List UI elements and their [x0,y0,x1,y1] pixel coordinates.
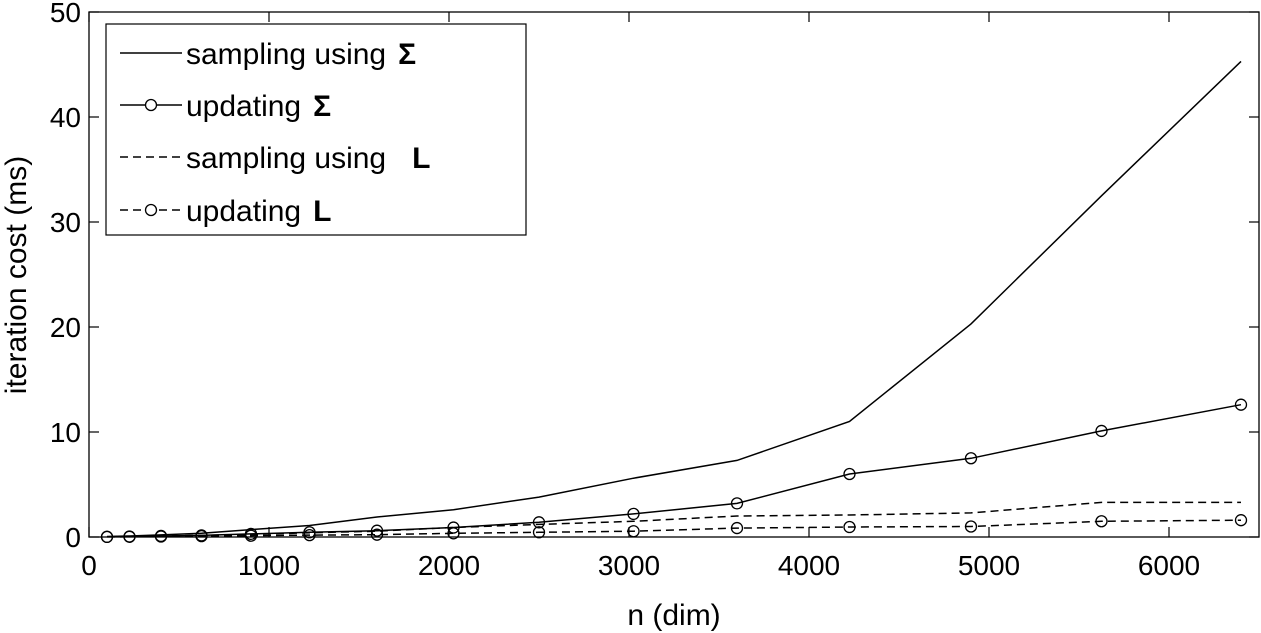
data-point [964,520,978,533]
x-tick-label: 4000 [778,550,840,581]
y-tick-label: 50 [50,0,81,28]
legend-symbol: L [313,195,331,228]
data-point [447,527,460,540]
data-point [843,520,856,534]
data-point [154,530,168,543]
data-point [370,528,384,541]
x-axis-label: n (dim) [627,599,720,632]
data-point [627,507,640,521]
legend-label: updating [186,195,301,228]
x-tick-label: 1000 [238,550,300,581]
data-point [303,528,316,542]
y-axis-label: iteration cost (ms) [0,156,33,394]
data-point [195,530,208,543]
plot-frame [88,11,1260,538]
legend-box [105,23,527,236]
data-point [1095,424,1108,438]
y-tick-label: 0 [65,522,81,553]
data-point [730,521,744,535]
legend-item: sampling using Σ [120,38,416,71]
x-tick-label: 3000 [598,550,660,581]
data-point [627,525,640,538]
legend-marker [144,98,158,112]
series-line [106,60,1242,538]
y-tick-label: 20 [50,312,81,343]
legend-marker [144,203,158,217]
legend-label: updating [186,90,301,123]
series-1 [106,60,1242,538]
data-point [964,452,978,465]
series-line [106,519,1242,538]
data-point [1095,515,1108,528]
data-point [244,529,258,542]
legend-item: updating L [120,195,331,228]
series-3 [106,501,1241,538]
legend-label: sampling using [186,38,386,71]
data-point [123,530,136,543]
y-tick-label: 40 [50,102,81,133]
legend-symbol: Σ [398,38,416,71]
data-point [532,516,546,529]
y-tick-label: 10 [50,417,81,448]
data-point [532,526,546,539]
legend-item: sampling using L [120,142,430,175]
series-line [106,501,1241,538]
data-point [1234,398,1248,411]
x-tick-label: 0 [81,550,97,581]
legend-symbol: Σ [313,90,331,123]
legend-label: sampling using [186,142,386,175]
x-tick-label: 6000 [1138,550,1200,581]
data-point [843,467,856,481]
x-tick-label: 2000 [418,550,480,581]
data-point [100,530,114,544]
y-tick-label: 30 [50,207,81,238]
legend-item: updating Σ [120,90,331,123]
series-4 [100,514,1248,544]
data-point [730,497,744,510]
series-layer [100,60,1248,544]
x-tick-label: 5000 [958,550,1020,581]
data-point [1234,514,1248,527]
axes: 0 1000 2000 3000 4000 5000 6000 0 10 20 30 40 50 [50,0,1260,581]
legend-symbol: L [412,142,430,175]
